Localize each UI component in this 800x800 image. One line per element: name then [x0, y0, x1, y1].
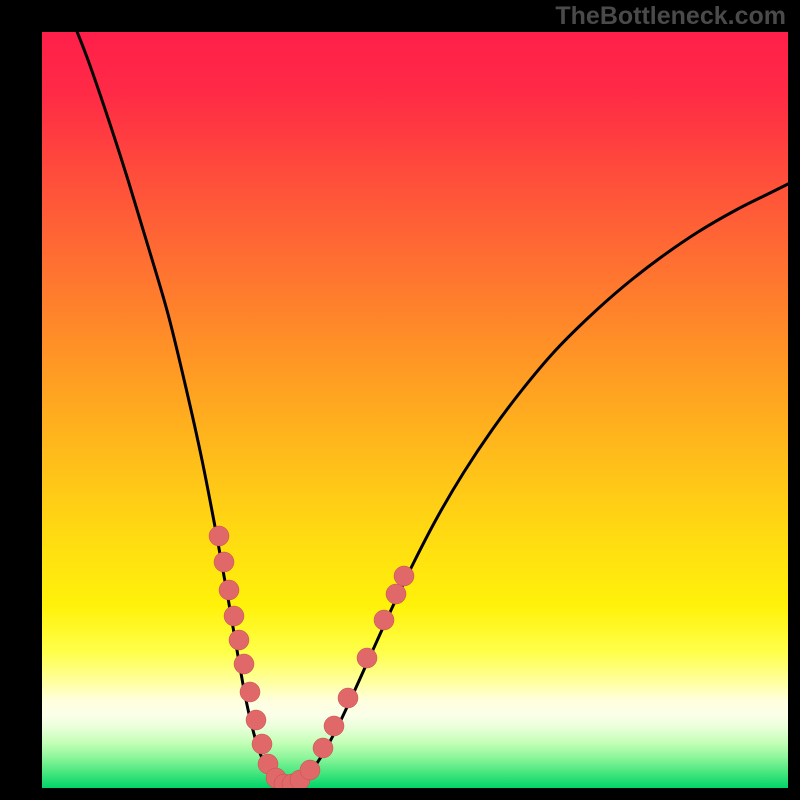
frame-right [788, 0, 800, 800]
frame-bottom [0, 788, 800, 800]
chart-root: TheBottleneck.com [0, 0, 800, 800]
gradient-background [42, 32, 788, 788]
frame-left [0, 0, 42, 800]
watermark-text: TheBottleneck.com [555, 2, 786, 31]
